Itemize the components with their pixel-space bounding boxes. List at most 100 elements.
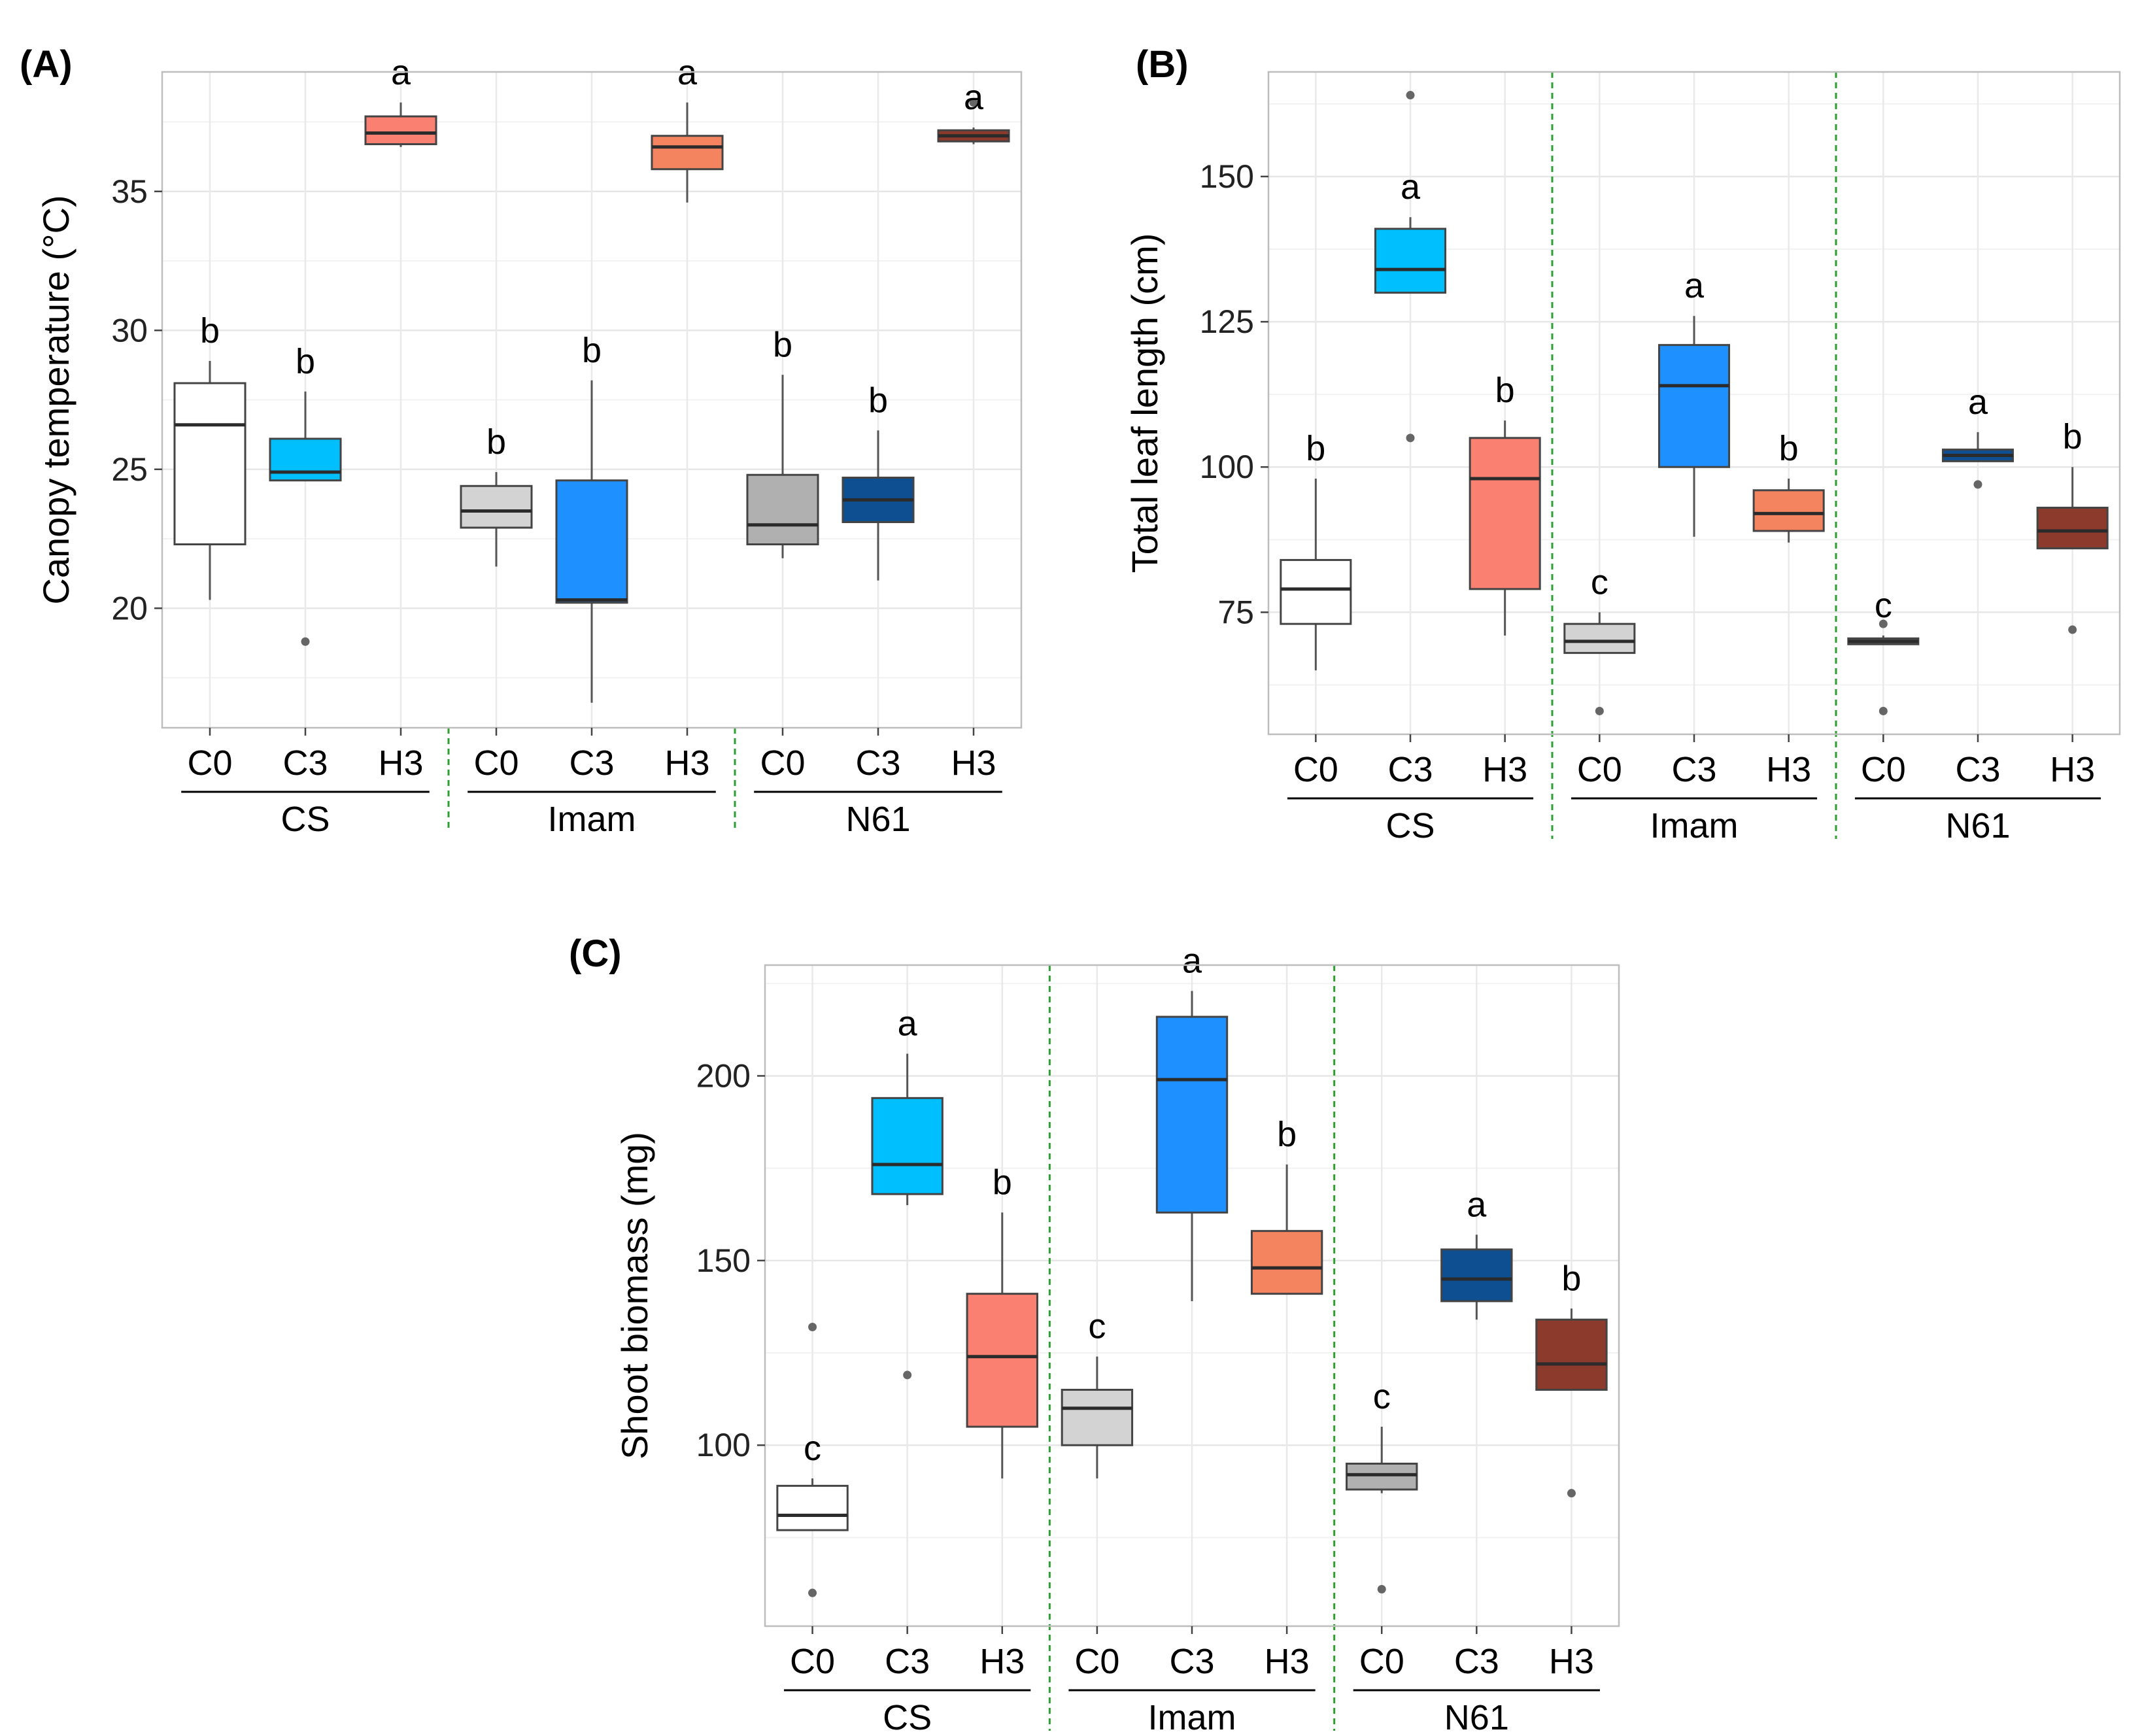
y-axis-title: Canopy temperature (°C) xyxy=(35,195,76,604)
box-body xyxy=(364,115,437,145)
x-category-label: H3 xyxy=(1549,1642,1594,1681)
outlier-point xyxy=(1878,619,1888,628)
significance-letter: a xyxy=(964,78,984,117)
panel-B: b a b c a b c a b 75 100 125 150 C0 C3 H3 C0 C3 H3 C0 C3 H3 CS… xyxy=(1124,43,2121,845)
box-body xyxy=(1250,1230,1323,1295)
box-C3-1: a xyxy=(871,1004,944,1380)
significance-letter: b xyxy=(1779,429,1799,468)
x-category-label: H3 xyxy=(1265,1642,1310,1681)
x-category-label: C0 xyxy=(1293,750,1338,789)
box-H3-8: b xyxy=(1535,1259,1608,1498)
x-category-label: H3 xyxy=(664,743,709,783)
group-label: Imam xyxy=(548,800,636,839)
box-C0-6: c xyxy=(1346,1377,1418,1594)
outlier-point xyxy=(301,637,310,646)
group-label: N61 xyxy=(1444,1698,1509,1736)
box-H3-5: b xyxy=(1250,1115,1323,1295)
box-C0-0: b xyxy=(1280,429,1352,671)
box-C0-3: c xyxy=(1061,1307,1134,1479)
significance-letter: a xyxy=(1684,266,1705,305)
outlier-point xyxy=(1595,706,1604,715)
box-body xyxy=(1280,558,1352,625)
y-tick-label: 35 xyxy=(111,173,148,210)
y-tick-label: 25 xyxy=(111,451,148,488)
x-category-label: C3 xyxy=(1955,750,2000,789)
panel-label: (A) xyxy=(20,43,73,86)
group-label: N61 xyxy=(1945,806,2010,845)
x-category-label: C0 xyxy=(1074,1642,1119,1681)
y-tick-label: 20 xyxy=(111,590,148,626)
outlier-point xyxy=(1377,1585,1386,1594)
x-category-label: C3 xyxy=(1454,1642,1499,1681)
significance-letter: c xyxy=(1088,1307,1106,1346)
y-tick-label: 100 xyxy=(1200,449,1254,485)
significance-letter: b xyxy=(296,342,315,381)
significance-letter: b xyxy=(1306,429,1325,468)
outlier-point xyxy=(1567,1489,1576,1498)
significance-letter: a xyxy=(1401,167,1421,207)
y-axis-title: Shoot biomass (mg) xyxy=(614,1132,655,1459)
box-body xyxy=(1752,489,1825,532)
x-category-label: C0 xyxy=(1861,750,1906,789)
x-category-label: H3 xyxy=(1766,750,1811,789)
box-H3-8: a xyxy=(937,78,1010,145)
box-C3-7: a xyxy=(1440,1185,1513,1320)
box-C3-4: a xyxy=(1658,266,1731,537)
box-body xyxy=(1563,622,1636,655)
box-body xyxy=(651,135,724,171)
y-tick-label: 75 xyxy=(1217,594,1254,630)
box-H3-8: b xyxy=(2036,417,2109,634)
box-C0-6: c xyxy=(1847,586,1920,715)
significance-letter: a xyxy=(1182,942,1202,981)
panel-label: (B) xyxy=(1136,43,1189,86)
group-label: CS xyxy=(1386,806,1435,845)
box-body xyxy=(555,479,628,604)
x-category-label: C0 xyxy=(1359,1642,1404,1681)
box-H3-2: a xyxy=(364,53,437,147)
box-H3-2: b xyxy=(966,1163,1038,1479)
box-body xyxy=(871,1097,944,1195)
outlier-point xyxy=(808,1588,817,1597)
x-category-label: C3 xyxy=(1169,1642,1214,1681)
group-label: CS xyxy=(280,800,330,839)
x-category-label: C3 xyxy=(1387,750,1433,789)
box-C0-3: c xyxy=(1563,562,1636,715)
significance-letter: b xyxy=(1495,371,1515,410)
y-tick-label: 30 xyxy=(111,312,148,349)
outlier-point xyxy=(2068,625,2077,634)
significance-letter: b xyxy=(200,311,220,350)
panel-label: (C) xyxy=(569,932,622,975)
box-body xyxy=(1155,1015,1229,1214)
box-C3-7: a xyxy=(1941,383,2014,489)
x-category-label: C3 xyxy=(1671,750,1716,789)
significance-letter: b xyxy=(582,331,602,370)
box-body xyxy=(1469,437,1541,590)
box-body xyxy=(1061,1389,1134,1446)
outlier-point xyxy=(1406,91,1415,100)
outlier-point xyxy=(1878,706,1888,715)
significance-letter: b xyxy=(993,1163,1012,1202)
group-label: CS xyxy=(883,1698,932,1736)
x-category-label: C3 xyxy=(282,743,328,783)
x-category-label: C0 xyxy=(187,743,232,783)
box-C3-1: b xyxy=(269,342,342,646)
x-category-label: H3 xyxy=(378,743,423,783)
box-body xyxy=(1346,1462,1418,1491)
x-category-label: H3 xyxy=(979,1642,1025,1681)
group-label: N61 xyxy=(845,800,910,839)
y-axis-title: Total leaf length (cm) xyxy=(1124,233,1165,573)
box-H3-2: b xyxy=(1469,371,1541,636)
y-tick-label: 150 xyxy=(1200,158,1254,195)
box-body xyxy=(966,1293,1038,1428)
significance-letter: b xyxy=(1561,1259,1581,1298)
significance-letter: b xyxy=(486,422,506,462)
group-label: Imam xyxy=(1650,806,1739,845)
significance-letter: a xyxy=(1968,383,1988,422)
y-tick-label: 200 xyxy=(696,1057,751,1094)
box-C0-0: b xyxy=(173,311,246,600)
x-category-label: H3 xyxy=(951,743,996,783)
box-body xyxy=(269,437,342,482)
significance-letter: b xyxy=(773,325,792,364)
x-category-label: C3 xyxy=(855,743,900,783)
